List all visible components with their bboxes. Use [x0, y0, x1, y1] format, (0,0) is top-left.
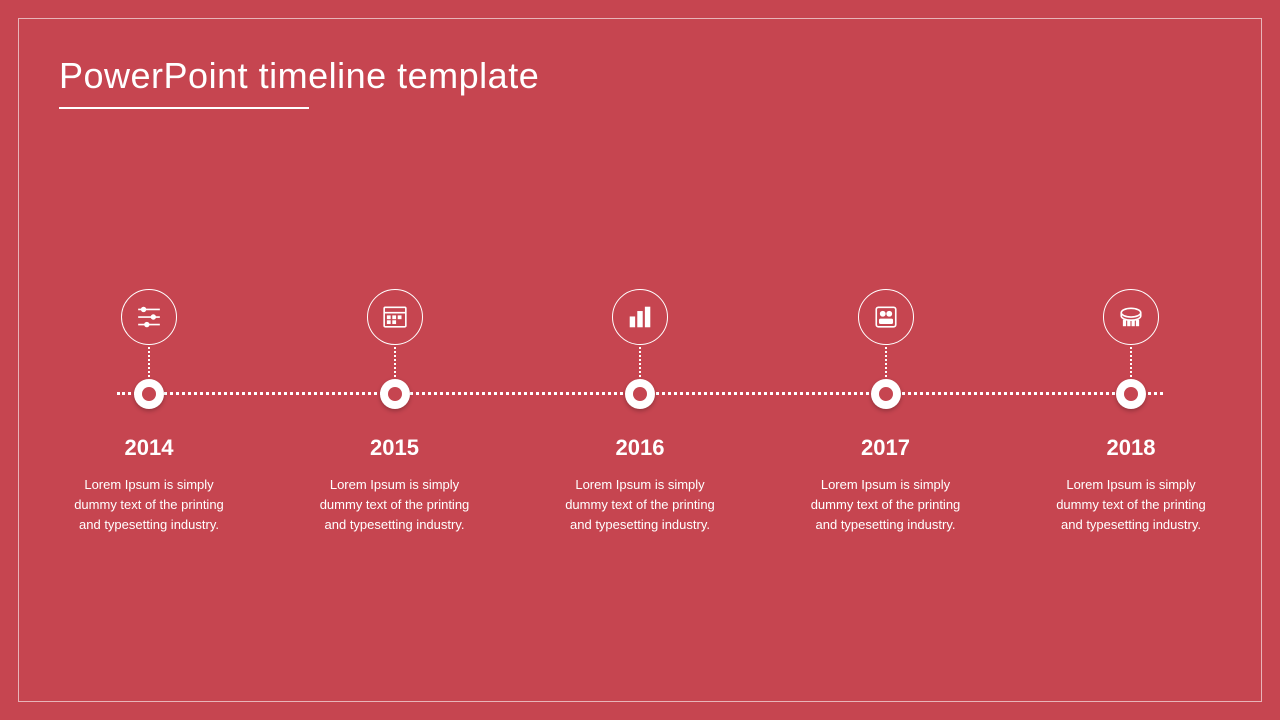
timeline-connector — [394, 347, 396, 377]
timeline-node-hole — [633, 387, 647, 401]
timeline: 2014 Lorem Ipsum is simply dummy text of… — [59, 289, 1221, 535]
timeline-item: 2014 Lorem Ipsum is simply dummy text of… — [59, 289, 239, 535]
timeline-node-hole — [388, 387, 402, 401]
timeline-desc: Lorem Ipsum is simply dummy text of the … — [1041, 475, 1221, 535]
timeline-desc: Lorem Ipsum is simply dummy text of the … — [796, 475, 976, 535]
slide-frame: PowerPoint timeline template 2014 Lorem … — [18, 18, 1262, 702]
calendar-icon — [367, 289, 423, 345]
timeline-desc: Lorem Ipsum is simply dummy text of the … — [59, 475, 239, 535]
timeline-year: 2016 — [550, 435, 730, 461]
slide-title: PowerPoint timeline template — [59, 55, 1221, 97]
chart-icon — [612, 289, 668, 345]
title-underline — [59, 107, 309, 109]
timeline-node-hole — [142, 387, 156, 401]
timeline-node-hole — [1124, 387, 1138, 401]
timeline-node — [871, 379, 901, 409]
timeline-node — [1116, 379, 1146, 409]
timeline-year: 2017 — [796, 435, 976, 461]
timeline-item: 2017 Lorem Ipsum is simply dummy text of… — [796, 289, 976, 535]
timeline-node — [625, 379, 655, 409]
timeline-node — [380, 379, 410, 409]
timeline-item: 2016 Lorem Ipsum is simply dummy text of… — [550, 289, 730, 535]
polaroid-icon — [858, 289, 914, 345]
ship-icon — [1103, 289, 1159, 345]
timeline-connector — [639, 347, 641, 377]
slide: PowerPoint timeline template 2014 Lorem … — [0, 0, 1280, 720]
timeline-item: 2015 Lorem Ipsum is simply dummy text of… — [305, 289, 485, 535]
timeline-year: 2014 — [59, 435, 239, 461]
timeline-desc: Lorem Ipsum is simply dummy text of the … — [550, 475, 730, 535]
timeline-node-hole — [879, 387, 893, 401]
timeline-desc: Lorem Ipsum is simply dummy text of the … — [305, 475, 485, 535]
timeline-node — [134, 379, 164, 409]
timeline-year: 2015 — [305, 435, 485, 461]
timeline-items: 2014 Lorem Ipsum is simply dummy text of… — [59, 289, 1221, 535]
timeline-connector — [148, 347, 150, 377]
timeline-connector — [1130, 347, 1132, 377]
timeline-item: 2018 Lorem Ipsum is simply dummy text of… — [1041, 289, 1221, 535]
timeline-connector — [885, 347, 887, 377]
sliders-icon — [121, 289, 177, 345]
timeline-year: 2018 — [1041, 435, 1221, 461]
